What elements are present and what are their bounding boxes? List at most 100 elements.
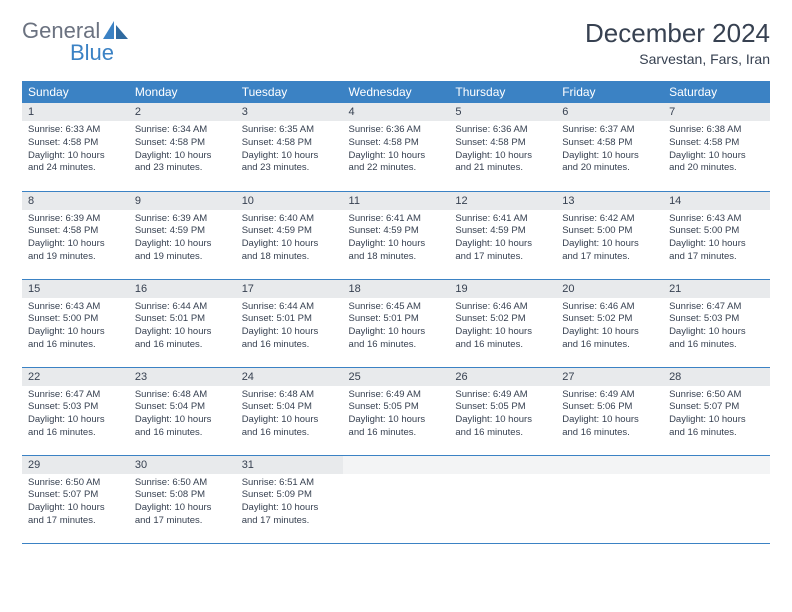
day-number: 30 [129, 456, 236, 474]
calendar-cell: 1Sunrise: 6:33 AMSunset: 4:58 PMDaylight… [22, 103, 129, 191]
day-data: Sunrise: 6:46 AMSunset: 5:02 PMDaylight:… [449, 298, 556, 355]
day-number: 25 [343, 368, 450, 386]
empty-day [449, 456, 556, 474]
calendar-cell: 9Sunrise: 6:39 AMSunset: 4:59 PMDaylight… [129, 191, 236, 279]
weekday-header: Wednesday [343, 81, 450, 103]
calendar-cell: 30Sunrise: 6:50 AMSunset: 5:08 PMDayligh… [129, 455, 236, 543]
day-data: Sunrise: 6:50 AMSunset: 5:07 PMDaylight:… [663, 386, 770, 443]
calendar-body: 1Sunrise: 6:33 AMSunset: 4:58 PMDaylight… [22, 103, 770, 543]
calendar-cell: 19Sunrise: 6:46 AMSunset: 5:02 PMDayligh… [449, 279, 556, 367]
day-data: Sunrise: 6:39 AMSunset: 4:58 PMDaylight:… [22, 210, 129, 267]
calendar-cell: 22Sunrise: 6:47 AMSunset: 5:03 PMDayligh… [22, 367, 129, 455]
calendar-cell: 4Sunrise: 6:36 AMSunset: 4:58 PMDaylight… [343, 103, 450, 191]
day-number: 31 [236, 456, 343, 474]
calendar-cell: 28Sunrise: 6:50 AMSunset: 5:07 PMDayligh… [663, 367, 770, 455]
day-data: Sunrise: 6:43 AMSunset: 5:00 PMDaylight:… [22, 298, 129, 355]
calendar-cell: 17Sunrise: 6:44 AMSunset: 5:01 PMDayligh… [236, 279, 343, 367]
empty-day [343, 456, 450, 474]
calendar-cell: 15Sunrise: 6:43 AMSunset: 5:00 PMDayligh… [22, 279, 129, 367]
calendar-cell: 12Sunrise: 6:41 AMSunset: 4:59 PMDayligh… [449, 191, 556, 279]
day-number: 5 [449, 103, 556, 121]
day-data: Sunrise: 6:36 AMSunset: 4:58 PMDaylight:… [449, 121, 556, 178]
day-data: Sunrise: 6:49 AMSunset: 5:06 PMDaylight:… [556, 386, 663, 443]
calendar-cell [556, 455, 663, 543]
calendar-row: 29Sunrise: 6:50 AMSunset: 5:07 PMDayligh… [22, 455, 770, 543]
month-title: December 2024 [585, 18, 770, 49]
day-number: 6 [556, 103, 663, 121]
calendar-cell: 2Sunrise: 6:34 AMSunset: 4:58 PMDaylight… [129, 103, 236, 191]
calendar-cell: 8Sunrise: 6:39 AMSunset: 4:58 PMDaylight… [22, 191, 129, 279]
day-data: Sunrise: 6:50 AMSunset: 5:07 PMDaylight:… [22, 474, 129, 531]
day-data: Sunrise: 6:50 AMSunset: 5:08 PMDaylight:… [129, 474, 236, 531]
day-number: 28 [663, 368, 770, 386]
day-data: Sunrise: 6:48 AMSunset: 5:04 PMDaylight:… [129, 386, 236, 443]
day-number: 3 [236, 103, 343, 121]
calendar-cell: 27Sunrise: 6:49 AMSunset: 5:06 PMDayligh… [556, 367, 663, 455]
day-data: Sunrise: 6:39 AMSunset: 4:59 PMDaylight:… [129, 210, 236, 267]
calendar-cell: 3Sunrise: 6:35 AMSunset: 4:58 PMDaylight… [236, 103, 343, 191]
calendar-table: SundayMondayTuesdayWednesdayThursdayFrid… [22, 81, 770, 544]
calendar-cell: 11Sunrise: 6:41 AMSunset: 4:59 PMDayligh… [343, 191, 450, 279]
calendar-cell: 25Sunrise: 6:49 AMSunset: 5:05 PMDayligh… [343, 367, 450, 455]
day-data: Sunrise: 6:47 AMSunset: 5:03 PMDaylight:… [22, 386, 129, 443]
day-data: Sunrise: 6:45 AMSunset: 5:01 PMDaylight:… [343, 298, 450, 355]
calendar-cell: 26Sunrise: 6:49 AMSunset: 5:05 PMDayligh… [449, 367, 556, 455]
brand-part2: Blue [70, 40, 129, 66]
day-data: Sunrise: 6:47 AMSunset: 5:03 PMDaylight:… [663, 298, 770, 355]
calendar-row: 8Sunrise: 6:39 AMSunset: 4:58 PMDaylight… [22, 191, 770, 279]
day-data: Sunrise: 6:34 AMSunset: 4:58 PMDaylight:… [129, 121, 236, 178]
calendar-cell: 10Sunrise: 6:40 AMSunset: 4:59 PMDayligh… [236, 191, 343, 279]
day-number: 1 [22, 103, 129, 121]
calendar-cell: 20Sunrise: 6:46 AMSunset: 5:02 PMDayligh… [556, 279, 663, 367]
weekday-header: Sunday [22, 81, 129, 103]
day-number: 19 [449, 280, 556, 298]
day-number: 13 [556, 192, 663, 210]
day-number: 21 [663, 280, 770, 298]
calendar-cell: 6Sunrise: 6:37 AMSunset: 4:58 PMDaylight… [556, 103, 663, 191]
weekday-header: Saturday [663, 81, 770, 103]
day-data: Sunrise: 6:49 AMSunset: 5:05 PMDaylight:… [449, 386, 556, 443]
weekday-header: Tuesday [236, 81, 343, 103]
day-number: 18 [343, 280, 450, 298]
day-data: Sunrise: 6:41 AMSunset: 4:59 PMDaylight:… [449, 210, 556, 267]
day-data: Sunrise: 6:46 AMSunset: 5:02 PMDaylight:… [556, 298, 663, 355]
calendar-cell: 18Sunrise: 6:45 AMSunset: 5:01 PMDayligh… [343, 279, 450, 367]
day-number: 2 [129, 103, 236, 121]
day-number: 15 [22, 280, 129, 298]
day-data: Sunrise: 6:48 AMSunset: 5:04 PMDaylight:… [236, 386, 343, 443]
day-data: Sunrise: 6:38 AMSunset: 4:58 PMDaylight:… [663, 121, 770, 178]
weekday-header-row: SundayMondayTuesdayWednesdayThursdayFrid… [22, 81, 770, 103]
calendar-cell: 31Sunrise: 6:51 AMSunset: 5:09 PMDayligh… [236, 455, 343, 543]
day-number: 10 [236, 192, 343, 210]
calendar-cell: 29Sunrise: 6:50 AMSunset: 5:07 PMDayligh… [22, 455, 129, 543]
day-data: Sunrise: 6:44 AMSunset: 5:01 PMDaylight:… [236, 298, 343, 355]
day-number: 22 [22, 368, 129, 386]
calendar-row: 1Sunrise: 6:33 AMSunset: 4:58 PMDaylight… [22, 103, 770, 191]
day-number: 23 [129, 368, 236, 386]
day-number: 27 [556, 368, 663, 386]
day-data: Sunrise: 6:43 AMSunset: 5:00 PMDaylight:… [663, 210, 770, 267]
day-number: 4 [343, 103, 450, 121]
calendar-row: 15Sunrise: 6:43 AMSunset: 5:00 PMDayligh… [22, 279, 770, 367]
day-data: Sunrise: 6:36 AMSunset: 4:58 PMDaylight:… [343, 121, 450, 178]
day-data: Sunrise: 6:33 AMSunset: 4:58 PMDaylight:… [22, 121, 129, 178]
day-number: 29 [22, 456, 129, 474]
day-number: 12 [449, 192, 556, 210]
calendar-cell: 24Sunrise: 6:48 AMSunset: 5:04 PMDayligh… [236, 367, 343, 455]
brand-logo: GeneralBlue [22, 18, 129, 66]
day-number: 8 [22, 192, 129, 210]
day-data: Sunrise: 6:37 AMSunset: 4:58 PMDaylight:… [556, 121, 663, 178]
calendar-cell: 23Sunrise: 6:48 AMSunset: 5:04 PMDayligh… [129, 367, 236, 455]
title-block: December 2024 Sarvestan, Fars, Iran [585, 18, 770, 67]
day-number: 7 [663, 103, 770, 121]
day-data: Sunrise: 6:51 AMSunset: 5:09 PMDaylight:… [236, 474, 343, 531]
weekday-header: Monday [129, 81, 236, 103]
calendar-cell [663, 455, 770, 543]
day-data: Sunrise: 6:42 AMSunset: 5:00 PMDaylight:… [556, 210, 663, 267]
day-number: 20 [556, 280, 663, 298]
sail-icon [103, 21, 129, 39]
calendar-cell [449, 455, 556, 543]
calendar-cell: 5Sunrise: 6:36 AMSunset: 4:58 PMDaylight… [449, 103, 556, 191]
weekday-header: Thursday [449, 81, 556, 103]
calendar-row: 22Sunrise: 6:47 AMSunset: 5:03 PMDayligh… [22, 367, 770, 455]
